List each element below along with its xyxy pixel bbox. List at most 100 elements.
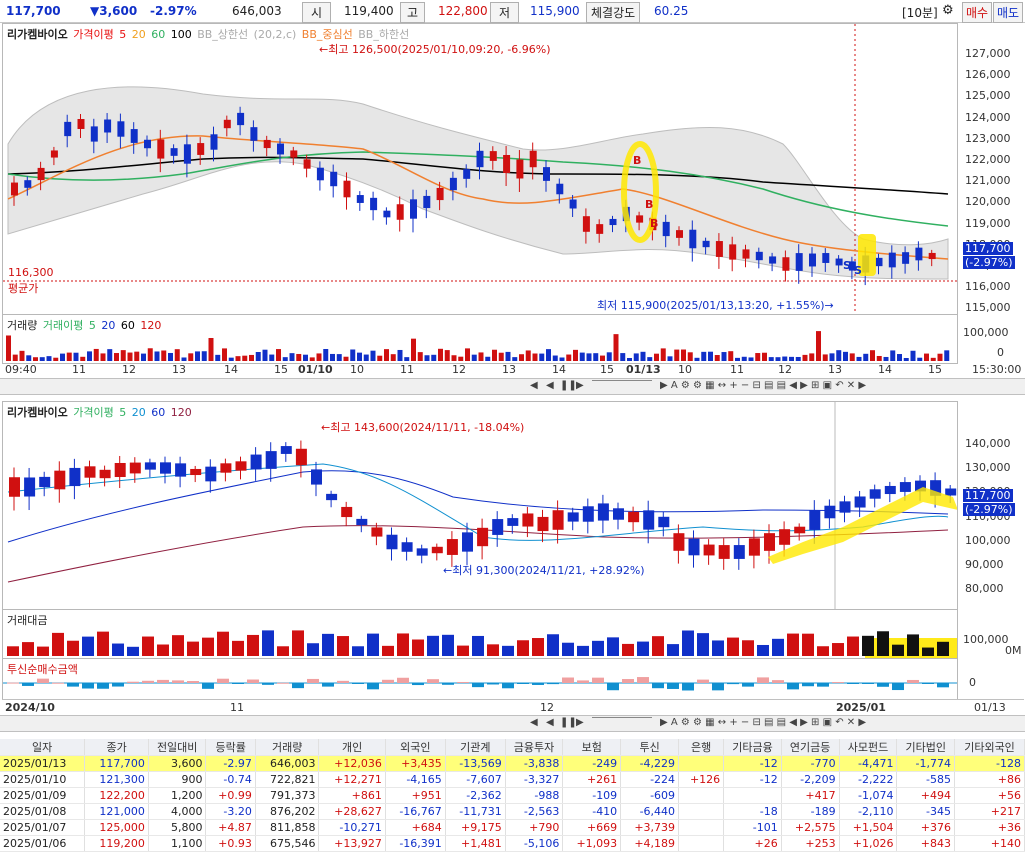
scroll-right-icon[interactable]: ▶ [576, 380, 584, 391]
scroll-right-icon[interactable]: ▶ [576, 717, 584, 728]
table-cell: +0.99 [205, 787, 256, 804]
amount-bar [607, 637, 619, 656]
column-header[interactable]: 외국인 [385, 739, 446, 756]
candle [303, 159, 311, 169]
table-cell: 2025/01/09 [0, 787, 86, 804]
candle [277, 143, 284, 155]
table-cell: +261 [562, 771, 622, 788]
x-tick: 11 [72, 363, 86, 376]
inst-bar [622, 679, 634, 683]
candle [205, 466, 217, 482]
amount-bar [817, 646, 829, 656]
table-row[interactable]: 2025/01/06 119,200 1,100 +0.93 675,546 +13,92… [0, 835, 1025, 852]
table-cell: -189 [781, 803, 840, 820]
investor-table: 일자 종가 전일대비 등락률 거래량 개인 외국인 기관계 금융투자 보험 투신 은행 기타금융 연기금등… [0, 739, 1025, 852]
x-tick: 01/10 [298, 363, 333, 376]
chart-tools-icon[interactable]: ▶ A ⚙ ⚙ ▦ ↔ + − ⊟ ▤ ▤ ◀ ▶ ⊞ ▣ ↶ ✕ ▶ [660, 717, 867, 728]
candle [114, 462, 126, 478]
column-header[interactable]: 은행 [678, 739, 725, 756]
inst-bar [937, 683, 949, 688]
table-cell: +669 [562, 819, 622, 836]
column-header[interactable]: 등락률 [205, 739, 256, 756]
table-cell: +9,175 [445, 819, 506, 836]
candle [263, 139, 271, 149]
volume-bar [741, 356, 747, 361]
table-row[interactable]: 2025/01/07 125,000 5,800 +4.87 811,858 -10,27… [0, 819, 1025, 836]
pause-icon[interactable]: ❚❚ [560, 717, 577, 728]
candle [104, 119, 112, 133]
column-header[interactable]: 기타금융 [723, 739, 782, 756]
column-header[interactable]: 연기금등 [781, 739, 840, 756]
table-cell: +1,504 [839, 819, 898, 836]
column-header[interactable]: 일자 [0, 739, 86, 756]
scroll-left-icon[interactable]: ◀ [530, 380, 538, 391]
amount-bar [862, 635, 874, 656]
scroll-start-icon[interactable]: ◀ [546, 717, 554, 728]
candle [516, 159, 524, 179]
amount-bar [727, 637, 739, 656]
candle [210, 134, 218, 150]
daily-price-panel[interactable]: 리가켐바이오 가격이평 5 20 60 120 ←최고 143,600(2024… [2, 401, 958, 610]
volume-bar [255, 352, 261, 361]
intraday-volume-panel[interactable]: 거래량 거래이평 5 20 60 120 [2, 314, 958, 364]
column-header[interactable]: 기타법인 [896, 739, 956, 756]
volume-bar [714, 355, 720, 361]
candle [371, 527, 383, 537]
volume-bar [262, 349, 268, 361]
pause-icon[interactable]: ❚❚ [560, 380, 577, 391]
intraday-price-panel[interactable]: 리가켐바이오 가격이평 5 20 60 100 BB_상한선 (20,2,c) … [2, 23, 958, 315]
candle [54, 470, 66, 490]
column-header[interactable]: 개인 [318, 739, 386, 756]
inst-bar [877, 683, 889, 687]
candle [492, 519, 504, 535]
table-cell: 811,858 [255, 819, 320, 836]
scroll-start-icon[interactable]: ◀ [546, 380, 554, 391]
column-header[interactable]: 기관계 [445, 739, 506, 756]
volume-bar [498, 352, 504, 361]
table-cell: +684 [385, 819, 446, 836]
volume-bar [944, 350, 950, 361]
volume-bar [343, 356, 349, 361]
chart-tools-icon[interactable]: ▶ A ⚙ ⚙ ▦ ↔ + − ⊟ ▤ ▤ ◀ ▶ ⊞ ▣ ↶ ✕ ▶ [660, 380, 867, 391]
table-row[interactable]: 2025/01/09 122,200 1,200 +0.99 791,373 +861 +9… [0, 787, 1025, 804]
buy-button[interactable]: 매수 [962, 2, 993, 23]
table-cell: +1,026 [839, 835, 898, 852]
candle [543, 167, 550, 181]
column-header[interactable]: 투신 [620, 739, 680, 756]
volume-bar [620, 353, 626, 361]
volume-bar [775, 357, 781, 361]
column-header[interactable]: 사모펀드 [839, 739, 898, 756]
column-header[interactable]: 종가 [84, 739, 149, 756]
table-cell: 4,000 [148, 803, 207, 820]
inst-netbuy-panel[interactable]: 투신순매수금액 [2, 658, 958, 700]
inst-bar [112, 683, 124, 687]
candle [609, 218, 617, 226]
amount-panel[interactable]: 거래대금 [2, 609, 958, 659]
column-header[interactable]: 금융투자 [505, 739, 564, 756]
column-header[interactable]: 거래량 [255, 739, 320, 756]
amount-bar [682, 630, 694, 656]
zoom-slider[interactable] [592, 380, 652, 381]
column-header[interactable]: 전일대비 [148, 739, 207, 756]
gear-icon[interactable]: ⚙ [942, 3, 954, 18]
table-row[interactable]: 2025/01/10 121,300 900 -0.74 722,821 +12,271-… [0, 771, 1025, 788]
candle [503, 154, 511, 174]
candle [537, 516, 549, 532]
table-cell: +494 [896, 787, 956, 804]
amount-bar [802, 633, 814, 656]
zoom-slider[interactable] [592, 717, 652, 718]
column-header[interactable]: 보험 [562, 739, 622, 756]
table-row[interactable]: 2025/01/13 117,700 3,600 -2.97 646,003 +12,03… [0, 755, 1025, 772]
interval-selector[interactable]: [10분] [902, 6, 938, 20]
candle [462, 532, 473, 552]
candle [915, 247, 923, 261]
inst-bar [457, 681, 469, 683]
stock-name: 리가켐바이오 [7, 28, 68, 41]
scroll-left-icon[interactable]: ◀ [530, 717, 538, 728]
candle [90, 126, 98, 142]
amount-bar [502, 645, 514, 656]
column-header[interactable]: 기타외국인 [954, 739, 1025, 756]
table-row[interactable]: 2025/01/08 121,000 4,000 -3.20 876,202 +28,62… [0, 803, 1025, 820]
volume-bar [19, 350, 25, 361]
sell-button[interactable]: 매도 [993, 2, 1024, 23]
